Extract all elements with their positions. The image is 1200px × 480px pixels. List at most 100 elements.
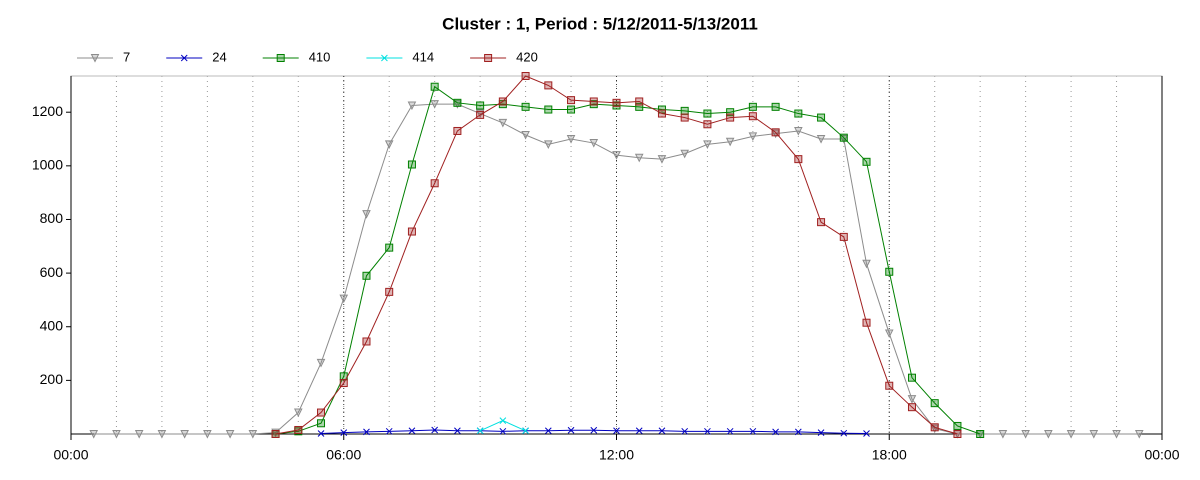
point <box>454 427 461 435</box>
x-tick-label: 18:00 <box>872 447 907 463</box>
point <box>930 423 939 432</box>
point <box>498 97 507 106</box>
point <box>134 430 144 439</box>
point <box>430 100 439 109</box>
point <box>339 379 348 388</box>
point <box>293 408 303 418</box>
point <box>907 403 916 412</box>
point <box>544 140 553 150</box>
point <box>407 160 416 169</box>
point <box>839 232 848 241</box>
series-line <box>93 103 1140 435</box>
point <box>407 227 416 236</box>
point <box>157 430 167 439</box>
legend-label: 7 <box>123 49 130 64</box>
point <box>590 426 598 434</box>
point <box>748 102 757 111</box>
point <box>816 135 826 144</box>
point <box>1089 430 1099 439</box>
legend-label: 410 <box>309 49 331 64</box>
point <box>863 430 870 437</box>
point <box>1066 430 1076 439</box>
point <box>748 112 757 121</box>
point <box>248 430 258 439</box>
point <box>704 427 711 435</box>
point <box>203 430 212 439</box>
point <box>340 429 348 437</box>
point <box>521 102 530 111</box>
point <box>612 98 621 107</box>
point <box>885 267 894 276</box>
point <box>362 337 371 346</box>
legend-marker <box>276 54 285 62</box>
point <box>839 133 848 142</box>
point <box>862 318 871 327</box>
point <box>362 271 371 280</box>
point <box>430 82 439 91</box>
series-line <box>479 420 526 432</box>
point <box>1112 430 1121 439</box>
point <box>385 427 393 435</box>
point <box>635 97 644 106</box>
point <box>363 428 370 436</box>
point <box>681 427 689 435</box>
point <box>658 427 666 435</box>
point <box>521 130 530 140</box>
point <box>453 126 462 135</box>
point <box>726 108 735 117</box>
point <box>271 430 280 438</box>
point <box>544 105 553 114</box>
point <box>862 259 871 269</box>
point <box>316 358 326 368</box>
y-tick-label: 200 <box>40 371 64 387</box>
point <box>544 81 553 90</box>
point <box>1044 430 1053 439</box>
point <box>657 155 667 164</box>
point <box>772 428 779 436</box>
point <box>885 381 894 390</box>
x-tick-label: 00:00 <box>53 447 88 463</box>
series-line <box>275 75 958 435</box>
point <box>567 426 575 434</box>
legend-marker <box>90 54 100 63</box>
legend-label: 24 <box>212 49 226 64</box>
point <box>794 109 803 118</box>
point <box>499 427 507 435</box>
point <box>907 395 917 404</box>
point <box>680 149 689 159</box>
point <box>635 102 644 111</box>
point <box>589 97 598 106</box>
point <box>748 132 758 141</box>
y-tick-label: 400 <box>40 317 64 333</box>
point <box>498 118 508 128</box>
point <box>317 430 325 437</box>
point <box>499 417 507 424</box>
point <box>385 243 394 252</box>
point <box>112 430 121 439</box>
legend-marker <box>180 54 188 62</box>
point <box>634 153 644 163</box>
point <box>726 427 734 435</box>
chart-title: Cluster : 1, Period : 5/12/2011-5/13/201… <box>442 14 758 33</box>
legend-label: 414 <box>412 49 434 64</box>
point <box>703 120 712 129</box>
y-tick-label: 1000 <box>32 157 63 173</box>
point <box>680 113 689 122</box>
point <box>840 429 848 437</box>
point <box>430 179 439 188</box>
point <box>725 137 735 147</box>
point <box>953 430 962 438</box>
y-tick-label: 1200 <box>32 103 63 119</box>
y-tick-label: 800 <box>40 210 64 226</box>
point <box>521 72 530 80</box>
legend: 7 24 410 414 420 <box>77 49 538 64</box>
point <box>794 428 802 436</box>
point <box>657 109 666 118</box>
point <box>817 218 826 227</box>
point <box>703 109 712 118</box>
point <box>998 430 1008 439</box>
point <box>294 425 303 434</box>
point <box>476 110 485 119</box>
point <box>976 430 985 438</box>
